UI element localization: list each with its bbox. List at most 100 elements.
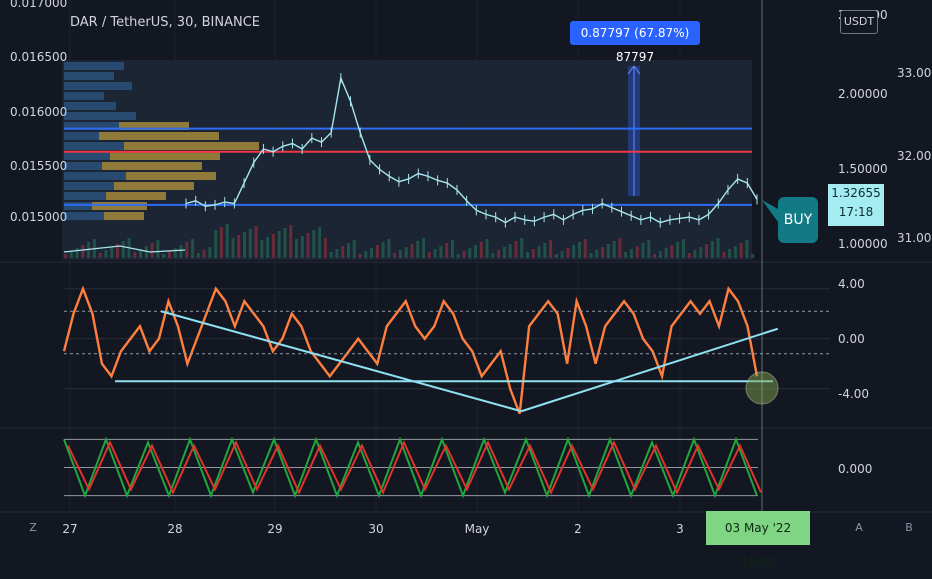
profile-blue-2: [64, 82, 132, 90]
currency-button[interactable]: USDT: [840, 10, 878, 34]
volume-bar-26: [214, 230, 218, 258]
volume-bar-79: [520, 238, 524, 258]
volume-bar-91: [589, 253, 593, 258]
volume-bar-31: [243, 232, 247, 258]
volume-bar-12: [133, 252, 137, 258]
volume-bar-24: [202, 250, 206, 258]
profile-gold-9: [110, 152, 220, 160]
profile-blue-4: [64, 102, 116, 110]
volume-bar-58: [398, 250, 402, 258]
volume-bar-90: [583, 239, 587, 258]
volume-bar-49: [346, 243, 350, 258]
volume-bar-63: [427, 252, 431, 258]
right-tick-b-2: 31.00: [897, 231, 931, 245]
bar-countdown: 17:18: [838, 205, 874, 219]
last-price-tag: 1.32655 17:18: [828, 184, 884, 226]
oscillator-line: [62, 285, 759, 415]
trading-chart[interactable]: 0.017000 0.016500 0.016000 0.015500 0.015000…: [0, 0, 932, 550]
volume-bar-50: [352, 240, 356, 258]
zoom-reset-button[interactable]: Z: [29, 521, 37, 534]
volume-bar-53: [370, 248, 374, 258]
volume-bar-52: [364, 251, 368, 258]
price-line-early: [63, 245, 186, 253]
volume-bar-27: [219, 227, 223, 258]
profile-blue-11: [64, 172, 126, 180]
volume-bar-96: [618, 238, 622, 258]
volume-bar-98: [629, 249, 633, 258]
volume-bar-21: [185, 242, 189, 258]
log-scale-button[interactable]: B: [905, 521, 913, 534]
volume-bar-0: [64, 254, 67, 258]
volume-bar-104: [664, 248, 668, 258]
right-tick-b-0: 33.00: [897, 66, 931, 80]
volume-bar-8: [110, 247, 114, 258]
volume-bar-119: [751, 254, 755, 258]
volume-bar-83: [543, 243, 547, 258]
volume-bar-41: [300, 236, 304, 258]
volume-bar-25: [208, 247, 212, 258]
volume-bar-69: [462, 251, 466, 258]
volume-bar-60: [410, 244, 414, 258]
profile-gold-6: [119, 122, 189, 130]
left-tick-2: 0.016000: [10, 105, 67, 119]
profile-blue-14: [64, 202, 92, 210]
left-tick-0: 0.017000: [10, 0, 67, 10]
volume-bar-23: [196, 253, 200, 258]
volume-bar-86: [560, 251, 564, 258]
profile-gold-13: [106, 192, 166, 200]
profile-blue-5: [64, 112, 136, 120]
volume-bar-61: [416, 241, 420, 258]
measure-label: 0.87797 (67.87%) 87797: [570, 21, 700, 64]
volume-bar-92: [595, 250, 599, 258]
volume-bar-17: [162, 254, 166, 258]
volume-bar-100: [641, 243, 645, 258]
volume-bar-72: [479, 242, 483, 258]
auto-scale-button[interactable]: A: [855, 521, 863, 534]
volume-bar-84: [549, 240, 553, 258]
volume-bar-102: [653, 254, 657, 258]
volume-profile: [64, 62, 259, 220]
volume-bar-18: [167, 251, 171, 258]
volume-bar-34: [260, 240, 264, 258]
profile-gold-11: [126, 172, 216, 180]
volume-bar-7: [104, 250, 108, 258]
stoch-tick-0: 0.000: [838, 462, 872, 476]
price-levels: [64, 127, 752, 206]
volume-bar-101: [647, 240, 651, 258]
volume-bar-110: [699, 247, 703, 258]
volume-bar-22: [191, 239, 195, 258]
price-series: [63, 73, 758, 253]
volume-bar-64: [433, 249, 437, 258]
profile-blue-7: [64, 132, 99, 140]
x-tick-3: 30: [368, 522, 383, 536]
volume-bar-111: [705, 244, 709, 258]
buy-pointer: [762, 200, 778, 222]
volume-bar-70: [468, 248, 472, 258]
volume-bar-2: [75, 248, 79, 258]
volume-bar-81: [531, 249, 535, 258]
volume-bar-76: [502, 247, 506, 258]
volume-bar-65: [439, 246, 443, 258]
profile-blue-1: [64, 72, 114, 80]
volume-bar-19: [173, 248, 177, 258]
volume-bar-85: [554, 254, 558, 258]
volume-bar-74: [491, 253, 495, 258]
volume-bar-3: [81, 245, 85, 258]
volume-bar-33: [254, 226, 258, 258]
x-tick-6: 3: [676, 522, 684, 536]
volume-bar-105: [670, 245, 674, 258]
volume-bar-16: [156, 240, 160, 258]
volume-bar-20: [179, 245, 183, 258]
volume-bar-38: [283, 228, 287, 258]
volume-bar-116: [733, 246, 737, 258]
volume-bar-28: [225, 224, 229, 258]
volume-bar-94: [606, 244, 610, 258]
left-tick-1: 0.016500: [10, 50, 67, 64]
profile-blue-9: [64, 152, 110, 160]
oscillator-tick-1: 0.00: [838, 332, 865, 346]
volume-bar-30: [237, 235, 241, 258]
volume-bar-44: [318, 227, 322, 258]
stochastic-pane: [63, 436, 762, 499]
profile-blue-3: [64, 92, 104, 100]
last-price: 1.32655: [831, 186, 881, 200]
